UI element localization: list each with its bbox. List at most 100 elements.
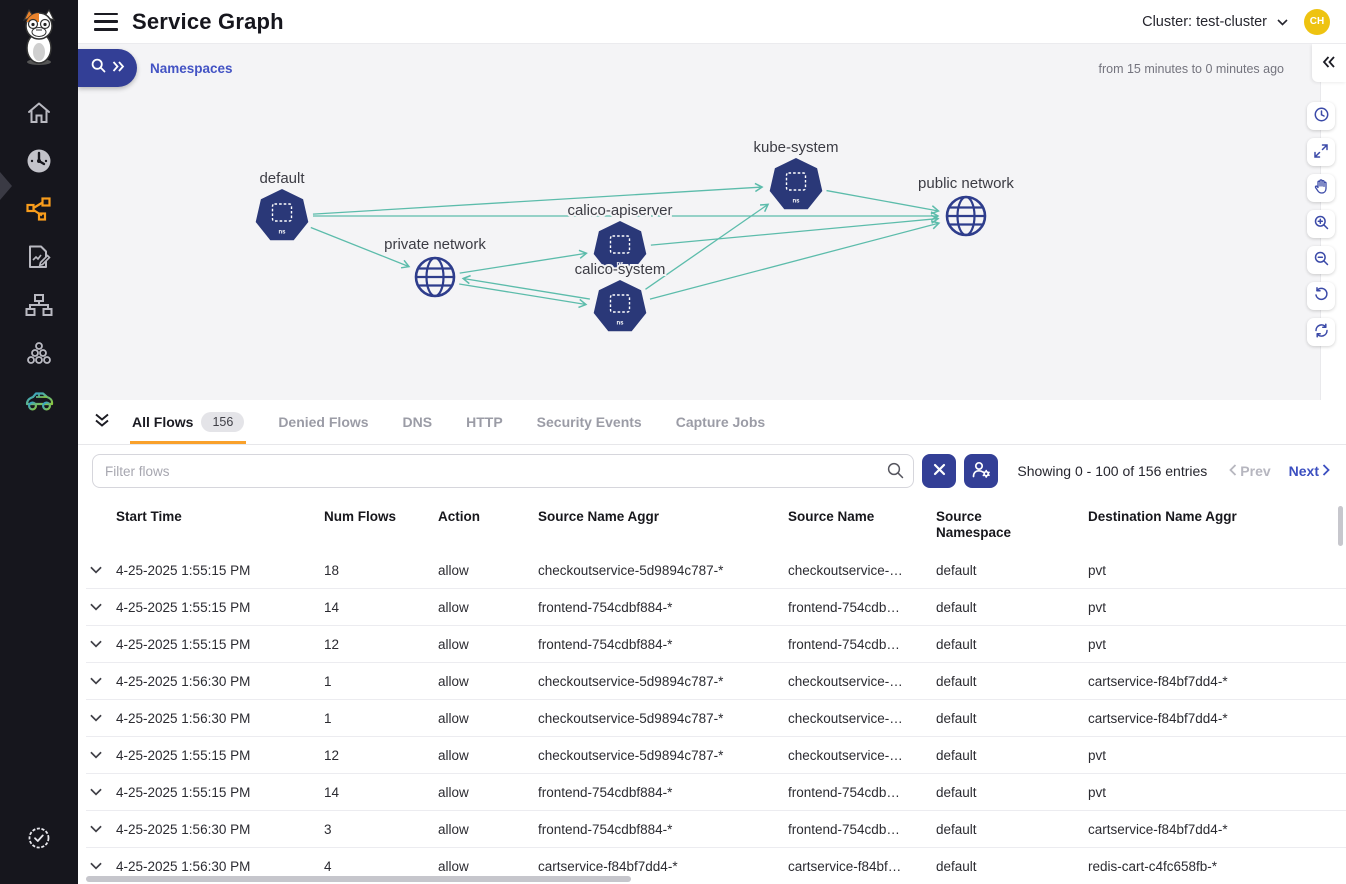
sidebar-item-home[interactable] — [0, 89, 78, 137]
topbar: Service Graph Cluster: test-cluster CH — [78, 0, 1346, 44]
column-header[interactable]: Source Namespace — [936, 509, 1012, 541]
column-header[interactable]: Destination Name Aggr — [1088, 509, 1237, 524]
cell-time: 4-25-2025 1:55:15 PM — [116, 747, 251, 763]
table-row[interactable]: 4-25-2025 1:55:15 PM 14 allow frontend-754c… — [86, 774, 1346, 811]
sidebar-item-calico-car[interactable] — [0, 377, 78, 425]
search-icon — [91, 58, 106, 78]
tab-http[interactable]: HTTP — [466, 400, 503, 444]
table-row[interactable]: 4-25-2025 1:56:30 PM 3 allow frontend-754cd… — [86, 811, 1346, 848]
cell-time: 4-25-2025 1:55:15 PM — [116, 784, 251, 800]
collapse-panel-button[interactable] — [1312, 44, 1346, 82]
service-graph-icon — [26, 197, 52, 221]
time-settings-button[interactable] — [1307, 102, 1335, 130]
column-header[interactable]: Source Name — [788, 509, 875, 524]
graph-node-label: default — [259, 170, 305, 187]
table-row[interactable]: 4-25-2025 1:56:30 PM 1 allow checkoutservic… — [86, 700, 1346, 737]
column-header[interactable]: Action — [438, 509, 480, 524]
avatar[interactable]: CH — [1304, 8, 1330, 35]
table-row[interactable]: 4-25-2025 1:55:15 PM 12 allow checkoutservi… — [86, 737, 1346, 774]
graph-node-calico-apiserver[interactable]: ns — [593, 221, 647, 273]
row-expand-chevron-icon[interactable] — [86, 566, 116, 574]
tab-all-flows[interactable]: All Flows 156 — [129, 400, 247, 444]
breadcrumb[interactable]: Namespaces — [150, 61, 233, 76]
tab-label: Denied Flows — [278, 414, 369, 430]
next-page-button[interactable]: Next — [1289, 463, 1330, 479]
clear-filter-button[interactable] — [922, 454, 956, 488]
calico-cat-logo[interactable] — [16, 8, 62, 71]
service-graph-canvas[interactable]: ns default private network ns calico-apiserv… — [78, 44, 1320, 400]
tab-dns[interactable]: DNS — [403, 400, 433, 444]
graph-edge-private-network-to-calico-apiserver — [459, 249, 588, 274]
sidebar-item-network[interactable] — [0, 281, 78, 329]
graph-node-calico-system[interactable]: ns — [593, 280, 647, 332]
row-expand-chevron-icon[interactable] — [86, 788, 116, 796]
menu-icon[interactable] — [94, 12, 118, 31]
row-expand-chevron-icon[interactable] — [86, 714, 116, 722]
horizontal-scrollbar[interactable] — [86, 876, 631, 882]
table-row[interactable]: 4-25-2025 1:55:15 PM 18 allow checkoutservi… — [86, 552, 1346, 589]
row-expand-chevron-icon[interactable] — [86, 603, 116, 611]
cell-src_ns: default — [936, 636, 977, 652]
fit-view-button[interactable] — [1307, 138, 1335, 166]
graph-node-label: kube-system — [753, 139, 838, 156]
cell-src_ns: default — [936, 784, 977, 800]
column-header[interactable]: Start Time — [116, 509, 182, 524]
page-title: Service Graph — [132, 8, 284, 34]
column-header[interactable]: Source Name Aggr — [538, 509, 660, 524]
pan-button[interactable] — [1307, 174, 1335, 202]
cell-dst_aggr: pvt — [1088, 636, 1107, 652]
cell-time: 4-25-2025 1:56:30 PM — [116, 710, 251, 726]
row-expand-chevron-icon[interactable] — [86, 677, 116, 685]
graph-edge-default-to-private-network — [310, 226, 411, 269]
graph-search-button[interactable] — [78, 49, 137, 87]
column-header[interactable]: Num Flows — [324, 509, 397, 524]
hand-icon — [1314, 179, 1328, 197]
cell-action: allow — [438, 599, 469, 615]
cell-src: frontend-754cdb… — [788, 599, 900, 615]
cell-dst_aggr: cartservice-f84bf7dd4-* — [1088, 673, 1228, 689]
zoom-out-button[interactable] — [1307, 246, 1335, 274]
cell-src_aggr: frontend-754cdbf884-* — [538, 636, 673, 652]
collapse-flows-button[interactable] — [94, 413, 110, 431]
cell-num: 12 — [324, 747, 340, 763]
graph-node-private-network[interactable] — [414, 256, 456, 298]
cell-src_aggr: frontend-754cdbf884-* — [538, 784, 673, 800]
chevron-left-icon — [1229, 463, 1237, 479]
sidebar-item-verified[interactable] — [0, 814, 78, 862]
row-expand-chevron-icon[interactable] — [86, 862, 116, 870]
table-row[interactable]: 4-25-2025 1:55:15 PM 12 allow frontend-754c… — [86, 626, 1346, 663]
row-expand-chevron-icon[interactable] — [86, 825, 116, 833]
refresh-button[interactable] — [1307, 318, 1335, 346]
tab-capture-jobs[interactable]: Capture Jobs — [676, 400, 765, 444]
cell-num: 1 — [324, 710, 332, 726]
tab-denied-flows[interactable]: Denied Flows — [278, 400, 368, 444]
filter-flows-input[interactable] — [92, 454, 914, 488]
sidebar-item-service-graph[interactable] — [0, 185, 78, 233]
prev-page-button[interactable]: Prev — [1229, 463, 1271, 479]
cell-time: 4-25-2025 1:55:15 PM — [116, 562, 251, 578]
graph-node-kube-system[interactable]: ns — [769, 158, 823, 210]
reset-view-button[interactable] — [1307, 282, 1335, 310]
clock-icon — [1314, 107, 1329, 125]
graph-node-default[interactable]: ns — [255, 189, 309, 241]
cell-src_aggr: checkoutservice-5d9894c787-* — [538, 673, 724, 689]
sidebar-item-dashboard[interactable] — [0, 137, 78, 185]
vertical-scrollbar[interactable] — [1338, 506, 1343, 546]
cell-src_aggr: checkoutservice-5d9894c787-* — [538, 562, 724, 578]
svg-text:ns: ns — [616, 321, 624, 327]
row-expand-chevron-icon[interactable] — [86, 640, 116, 648]
table-row[interactable]: 4-25-2025 1:56:30 PM 4 allow cartservice-f8… — [86, 848, 1346, 884]
row-expand-chevron-icon[interactable] — [86, 751, 116, 759]
graph-node-public-network[interactable] — [945, 195, 987, 237]
tab-security-events[interactable]: Security Events — [537, 400, 642, 444]
zoom-in-button[interactable] — [1307, 210, 1335, 238]
graph-edge-default-to-kube-system — [312, 182, 764, 215]
sidebar-item-reports[interactable] — [0, 233, 78, 281]
sidebar-item-clusters[interactable] — [0, 329, 78, 377]
cell-src_ns: default — [936, 599, 977, 615]
cluster-selector[interactable]: Cluster: test-cluster — [1142, 14, 1288, 30]
column-settings-button[interactable] — [964, 454, 998, 488]
table-row[interactable]: 4-25-2025 1:56:30 PM 1 allow checkoutservic… — [86, 663, 1346, 700]
table-row[interactable]: 4-25-2025 1:55:15 PM 14 allow frontend-754c… — [86, 589, 1346, 626]
graph-edge-calico-apiserver-to-public-network — [650, 214, 940, 246]
